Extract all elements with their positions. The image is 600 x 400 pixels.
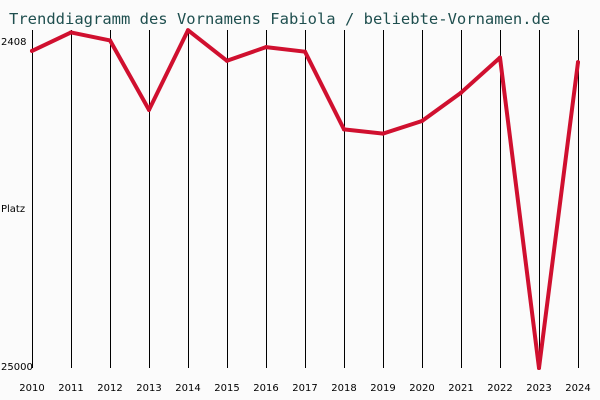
x-tick-label-2014: 2014 — [175, 383, 200, 394]
data-point-2019 — [381, 131, 385, 136]
data-point-2022 — [498, 55, 502, 60]
y-axis-title: Platz — [1, 204, 25, 215]
data-point-2010 — [30, 48, 34, 53]
series-layer — [30, 28, 580, 370]
x-tick-label-2019: 2019 — [370, 383, 395, 394]
data-point-2017 — [303, 49, 307, 54]
x-tick-label-2017: 2017 — [292, 383, 317, 394]
data-point-2021 — [459, 90, 463, 95]
x-tick-label-2022: 2022 — [487, 383, 512, 394]
data-point-2014 — [186, 28, 190, 33]
data-point-2012 — [108, 38, 112, 43]
y-axis-labels: 2408 Platz 25000 — [1, 37, 33, 373]
data-point-2023 — [537, 366, 541, 370]
x-tick-label-2010: 2010 — [19, 383, 44, 394]
y-tick-label-25000: 25000 — [1, 362, 33, 373]
y-tick-label-2408: 2408 — [1, 37, 26, 48]
x-tick-label-2012: 2012 — [97, 383, 122, 394]
data-point-2011 — [69, 30, 73, 35]
x-tick-label-2013: 2013 — [136, 383, 161, 394]
vertical-gridlines — [32, 30, 579, 368]
x-tick-label-2011: 2011 — [58, 383, 83, 394]
x-tick-label-2021: 2021 — [448, 383, 473, 394]
data-point-2013 — [147, 107, 151, 112]
chart-title: Trenddiagramm des Vornamens Fabiola / be… — [9, 10, 550, 28]
x-tick-label-2020: 2020 — [409, 383, 434, 394]
data-point-2024 — [576, 60, 580, 65]
x-axis-labels: 2010 2011 2012 2013 2014 2015 2016 2017 2018 2019… — [19, 383, 590, 394]
data-point-2015 — [225, 58, 229, 63]
x-tick-label-2018: 2018 — [331, 383, 356, 394]
data-point-2020 — [420, 119, 424, 123]
data-point-2018 — [342, 127, 346, 132]
x-tick-label-2015: 2015 — [214, 383, 239, 394]
x-tick-label-2016: 2016 — [253, 383, 278, 394]
x-tick-label-2024: 2024 — [565, 383, 590, 394]
x-tick-label-2023: 2023 — [526, 383, 551, 394]
data-point-2016 — [264, 45, 268, 50]
